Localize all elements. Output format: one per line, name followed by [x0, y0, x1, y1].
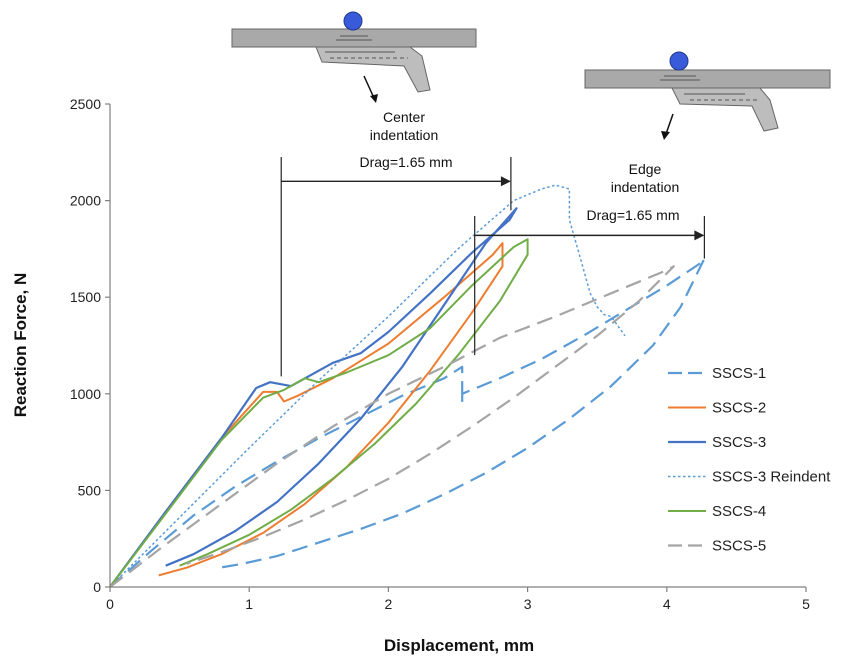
x-tick-label: 0: [106, 596, 114, 612]
x-tick-label: 1: [245, 596, 253, 612]
edge-indentation-label-line1: Edge: [629, 161, 662, 177]
y-tick-label: 2000: [70, 193, 101, 209]
legend-label: SSCS-1: [712, 365, 766, 382]
y-tick-label: 1000: [70, 386, 101, 402]
y-tick-label: 500: [78, 482, 102, 498]
series-line-sscs-3-reindent: [109, 184, 626, 588]
series-line-sscs-1: [109, 257, 706, 588]
y-tick-label: 1500: [70, 289, 101, 305]
drag-center-label: Drag=1.65 mm: [360, 154, 453, 170]
center-indentation-diagram: [231, 11, 477, 103]
x-tick-label: 5: [802, 596, 810, 612]
legend-label: SSCS-4: [712, 503, 766, 520]
axes: 0 1 2 3 4 5 0 500 1000 1500 2000 2500: [70, 96, 810, 612]
annotations: Center indentation Drag=1.65 mm Edge indenta…: [280, 109, 705, 377]
legend-label: SSCS-2: [712, 400, 766, 417]
series-line-sscs-2: [109, 242, 504, 588]
y-tick-label: 2500: [70, 96, 101, 112]
edge-indentation-diagram: [584, 51, 831, 140]
x-tick-label: 3: [524, 596, 532, 612]
legend-label: SSCS-3 Reindent: [712, 469, 831, 486]
y-axis-title: Reaction Force, N: [11, 273, 30, 418]
legend: SSCS-1 SSCS-2 SSCS-3 SSCS-3 Reindent SSCS-4 S…: [668, 365, 831, 555]
x-tick-label: 2: [385, 596, 393, 612]
plot-area: [109, 184, 706, 588]
series-line-sscs-3: [109, 207, 518, 588]
series-line-sscs-4: [109, 238, 529, 588]
legend-label: SSCS-3: [712, 434, 766, 451]
center-indentation-label-line2: indentation: [370, 127, 439, 143]
drag-edge-arrow-head: [694, 230, 705, 241]
edge-indentation-label-line2: indentation: [611, 179, 680, 195]
y-tick-label: 0: [93, 579, 101, 595]
legend-label: SSCS-5: [712, 538, 766, 555]
x-tick-label: 4: [663, 596, 671, 612]
drag-edge-label: Drag=1.65 mm: [587, 207, 680, 223]
x-axis-title: Displacement, mm: [384, 636, 534, 655]
center-indentation-label-line1: Center: [383, 109, 425, 125]
series-line-sscs-5: [109, 265, 675, 588]
drag-center-arrow-head: [500, 176, 511, 187]
